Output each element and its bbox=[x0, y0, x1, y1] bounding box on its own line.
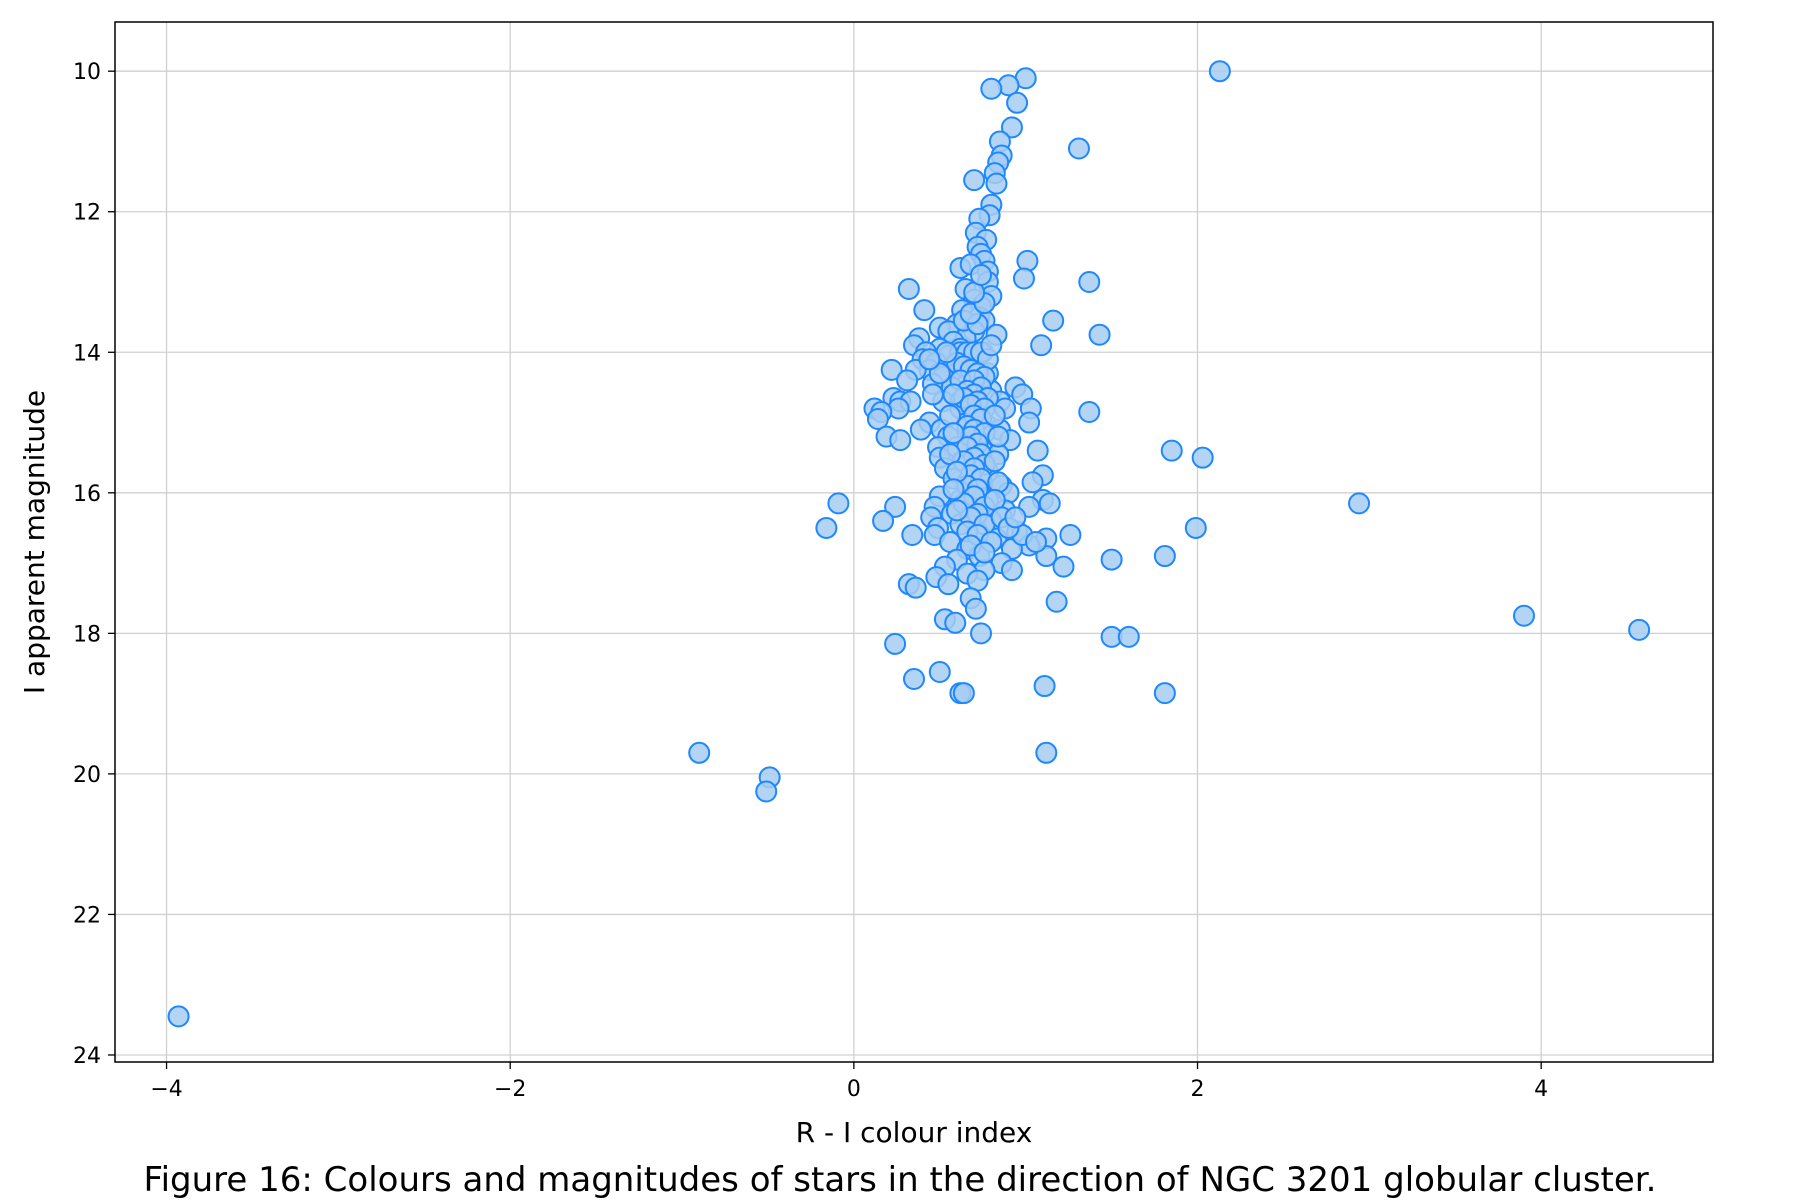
star-point bbox=[983, 404, 1006, 427]
star-point bbox=[1035, 741, 1058, 764]
star-point bbox=[1045, 590, 1068, 613]
star-point bbox=[1153, 545, 1176, 568]
star-point bbox=[904, 576, 927, 599]
star-point bbox=[939, 404, 962, 427]
star-point bbox=[952, 682, 975, 705]
star-point bbox=[987, 471, 1010, 494]
star-point bbox=[909, 418, 932, 441]
x-tick-label: 4 bbox=[1534, 1077, 1548, 1102]
y-tick-label: 10 bbox=[73, 60, 101, 85]
star-point bbox=[1000, 116, 1023, 139]
plot-frame bbox=[114, 21, 1714, 1063]
star-point bbox=[903, 668, 925, 691]
star-point bbox=[866, 408, 889, 431]
star-point bbox=[1088, 323, 1111, 346]
star-point bbox=[1067, 137, 1090, 160]
star-point bbox=[897, 278, 920, 301]
star-point bbox=[1016, 249, 1039, 272]
star-point bbox=[945, 499, 968, 522]
x-tick-label: −2 bbox=[494, 1077, 526, 1102]
star-point bbox=[872, 509, 895, 532]
star-point bbox=[1100, 548, 1123, 571]
x-axis-label: R - I colour index bbox=[796, 1116, 1033, 1149]
star-point bbox=[889, 429, 912, 452]
star-point bbox=[884, 495, 907, 518]
star-point bbox=[1052, 555, 1075, 578]
star-point bbox=[815, 516, 838, 539]
y-tick-label: 24 bbox=[73, 1044, 101, 1069]
star-point bbox=[1628, 618, 1651, 641]
star-point bbox=[1078, 401, 1101, 423]
star-point bbox=[964, 597, 987, 620]
star-point bbox=[880, 358, 903, 381]
star-point bbox=[1033, 675, 1056, 698]
y-tick-label: 22 bbox=[73, 903, 101, 928]
star-point bbox=[884, 632, 907, 655]
star-point bbox=[983, 450, 1006, 473]
star-point bbox=[1184, 516, 1207, 539]
star-point bbox=[985, 172, 1008, 195]
star-point bbox=[1000, 559, 1023, 582]
star-point bbox=[1018, 411, 1041, 434]
star-point bbox=[970, 263, 993, 286]
star-point bbox=[901, 523, 924, 546]
star-point bbox=[980, 77, 1003, 100]
star-point bbox=[1117, 625, 1140, 648]
star-point bbox=[980, 334, 1003, 357]
y-axis-ticks: 10 12 14 16 18 20 22 24 bbox=[73, 60, 115, 1069]
star-point bbox=[1012, 267, 1035, 290]
y-tick-label: 16 bbox=[73, 482, 101, 507]
figure-caption: Figure 16: Colours and magnitudes of sta… bbox=[143, 1160, 1657, 1200]
star-point bbox=[1512, 604, 1535, 627]
star-point bbox=[1024, 531, 1047, 553]
star-point bbox=[1026, 439, 1049, 462]
star-point bbox=[928, 661, 951, 683]
star-point bbox=[942, 422, 965, 445]
x-tick-label: −4 bbox=[150, 1077, 182, 1102]
star-point bbox=[1038, 492, 1061, 515]
x-tick-label: 0 bbox=[847, 1077, 861, 1102]
star-point bbox=[1030, 334, 1053, 357]
star-point bbox=[945, 460, 968, 483]
star-point bbox=[896, 369, 919, 392]
star-point bbox=[963, 169, 986, 192]
star-point bbox=[1153, 682, 1176, 705]
star-point bbox=[987, 425, 1010, 448]
star-point bbox=[973, 541, 996, 564]
star-point bbox=[167, 1005, 190, 1028]
star-point bbox=[1042, 309, 1065, 332]
y-tick-label: 20 bbox=[73, 763, 101, 788]
star-point bbox=[921, 383, 944, 406]
y-tick-label: 14 bbox=[73, 341, 101, 366]
y-tick-label: 12 bbox=[73, 201, 101, 226]
y-axis-label: I apparent magnitude bbox=[18, 390, 51, 694]
star-point bbox=[1006, 91, 1029, 114]
star-point bbox=[1348, 492, 1371, 515]
star-point bbox=[942, 478, 965, 501]
star-point bbox=[918, 348, 941, 371]
star-point bbox=[1208, 60, 1231, 83]
star-point bbox=[937, 573, 960, 596]
star-point bbox=[1078, 271, 1101, 293]
data-points bbox=[167, 60, 1651, 1028]
star-point bbox=[913, 299, 936, 322]
star-point bbox=[1191, 446, 1214, 469]
y-tick-label: 18 bbox=[73, 622, 101, 647]
star-point bbox=[827, 492, 850, 515]
star-point bbox=[688, 741, 711, 764]
star-point bbox=[970, 622, 993, 645]
star-point bbox=[1160, 439, 1183, 462]
star-point bbox=[1021, 471, 1044, 494]
x-tick-label: 2 bbox=[1191, 1077, 1205, 1102]
star-point bbox=[942, 383, 965, 406]
grid-lines bbox=[115, 22, 1713, 1062]
star-point bbox=[944, 611, 967, 634]
star-point bbox=[755, 780, 778, 803]
x-axis-ticks: −4 −2 0 2 4 bbox=[150, 1062, 1548, 1102]
star-point bbox=[1059, 523, 1082, 546]
star-point bbox=[1004, 506, 1027, 529]
